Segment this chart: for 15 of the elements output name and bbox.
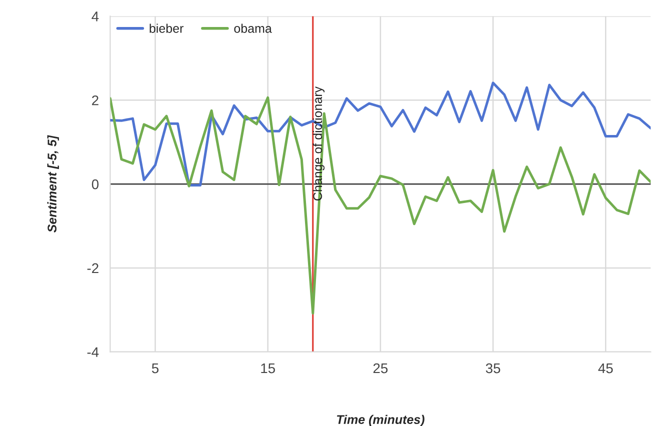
y-tick-label: -4	[87, 347, 99, 357]
y-tick-label: 4	[92, 12, 99, 22]
x-tick-label: 45	[598, 363, 613, 374]
ref-line-label: Change of dictionary	[312, 86, 325, 200]
x-tick-label: 15	[261, 363, 275, 374]
y-tick-label: 2	[92, 95, 98, 106]
x-tick-label: 25	[373, 363, 388, 374]
x-axis-title: Time (minutes)	[336, 414, 424, 426]
y-axis-title: Sentiment [-5, 5]	[47, 135, 59, 232]
y-tick-label: 0	[92, 179, 99, 190]
x-tick-label: 35	[486, 363, 500, 374]
legend-label: bieber	[150, 24, 184, 33]
y-tick-label: -2	[87, 263, 98, 273]
x-tick-label: 5	[152, 363, 159, 374]
legend-label: obama	[234, 24, 272, 33]
